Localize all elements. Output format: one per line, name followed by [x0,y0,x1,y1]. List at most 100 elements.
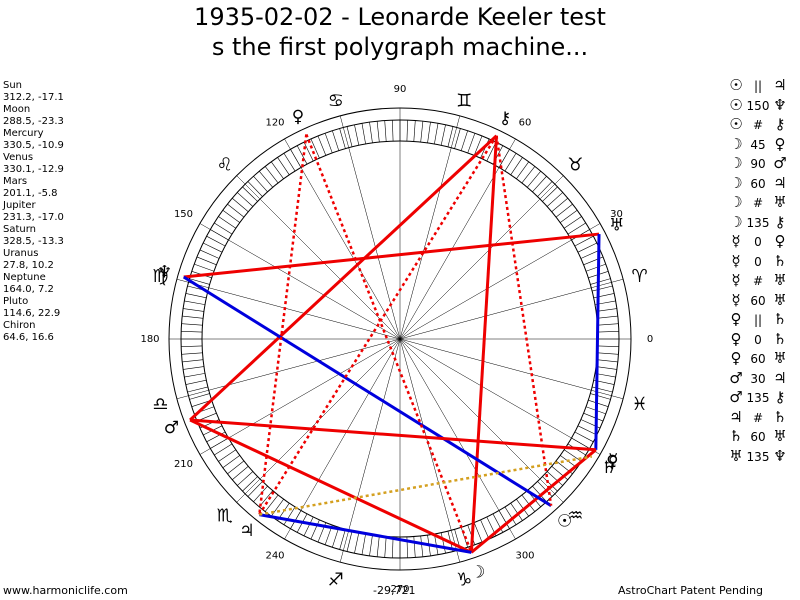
degree-label: 270 [390,584,409,595]
zodiac-sign-glyph: ♈ [631,266,647,287]
planet-name-jupiter: Jupiter [3,200,36,211]
degree-tick [574,431,594,443]
aspect-planet-1: ☽ [729,134,743,153]
aspect-line [470,448,597,554]
degree-tick [346,126,353,147]
degree-tick [339,128,346,149]
aspect-symbol: 0 [754,235,762,249]
aspect-planet-1: ☿ [731,232,741,250]
aspect-row: ♀ 0 ♄ [727,330,789,350]
aspect-row: ☿ # ♅ [727,271,789,291]
degree-tick [222,210,240,223]
degree-tick [184,300,206,305]
aspect-line [495,135,553,506]
aspect-planet-2: ♆ [773,446,787,465]
planet-coords-uranus: 27.8, 10.2 [3,260,54,271]
planet-glyph: ♅ [609,216,624,236]
degree-tick [521,166,536,184]
degree-tick [392,120,394,142]
degree-tick [510,157,523,176]
degree-tick [597,323,619,326]
planet-name-mars: Mars [3,176,28,187]
degree-tick [555,203,573,218]
degree-label: 90 [394,84,407,95]
degree-tick [597,331,619,333]
aspect-planet-1: ☉ [729,95,743,114]
aspect-planet-1: ☉ [729,76,743,94]
degree-tick [392,536,394,558]
degree-tick [264,494,279,512]
aspect-lines [182,133,601,554]
degree-tick [384,120,387,142]
aspect-planet-2: ♂ [773,154,787,172]
degree-tick [324,133,333,154]
aspect-symbol: 135 [746,391,770,405]
aspect-planet-1: ☽ [729,212,743,231]
degree-tick [227,460,245,475]
planet-glyph: ♃ [239,521,254,541]
degree-tick [185,293,207,299]
aspect-planet-2: ♀ [774,232,786,250]
degree-tick [597,345,619,347]
degree-tick [574,235,594,247]
planet-coords-mercury: 330.5, -10.9 [3,140,64,151]
degree-tick [542,476,558,492]
degree-tick [592,285,613,292]
aspect-planet-1: ♀ [730,349,742,367]
aspect-symbol: || [753,313,763,327]
aspect-row: ♃ # ♄ [727,408,789,428]
aspect-row: ☽ 90 ♂ [727,154,789,174]
aspect-symbol: 60 [750,352,766,366]
chart-title-line1: 1935-02-02 - Leonarde Keeler test [194,3,606,31]
aspect-symbol: 0 [754,254,762,269]
degree-tick [527,171,542,188]
planet-coords-saturn: 328.5, -13.3 [3,236,64,247]
zodiac-sign-glyph: ♎ [152,394,168,415]
degree-tick [354,124,360,146]
degree-tick [277,157,290,176]
degree-tick [199,249,220,259]
footer-brand: AstroChart Patent Pending [618,584,764,597]
degree-label: 60 [519,117,532,128]
degree-tick [413,536,416,558]
aspect-row: ♅ 135 ♆ [727,447,789,467]
degree-tick [187,386,208,393]
degree-tick [551,466,568,481]
planet-glyph: ⚷ [499,109,511,129]
planet-coords-pluto: 114.6, 22.9 [3,308,61,319]
aspect-line [189,134,498,422]
degree-tick [577,242,597,253]
planet-position-list: Sun 312.2, -17.1 Moon 288.5, -23.3 Mercu… [3,80,64,344]
degree-tick [532,485,547,502]
planet-coords-jupiter: 231.3, -17.0 [3,212,64,223]
degree-tick [181,352,203,355]
aspect-row: ☿ 60 ♅ [727,291,789,311]
degree-tick [339,529,346,550]
planet-coords-moon: 288.5, -23.3 [3,116,64,127]
aspect-planet-1: ☽ [729,193,743,211]
aspect-line [189,418,596,452]
footer-website: www.harmoniclife.com [3,584,128,597]
planet-coords-mars: 201.1, -5.8 [3,188,58,199]
degree-tick [222,455,240,468]
aspect-planet-2: ♄ [773,310,787,328]
degree-tick [473,135,483,156]
degree-tick [376,535,380,557]
aspect-row: ☿ 0 ♄ [727,252,789,272]
degree-tick [283,153,296,172]
aspect-symbol: 0 [754,332,762,347]
degree-tick [577,425,597,436]
aspect-symbol: # [752,274,764,288]
degree-tick [537,181,553,197]
planet-glyph: ♀ [606,452,618,472]
degree-label: 180 [140,334,159,345]
zodiac-sign-glyph: ♌ [217,155,233,176]
degree-tick [242,476,258,492]
degree-tick [532,176,547,193]
degree-tick [546,192,563,207]
aspect-row: ☽ 60 ♃ [727,174,789,194]
footer-coordinate: -29,721 [373,584,416,597]
degree-tick [189,278,210,285]
degree-label: 120 [265,117,284,128]
